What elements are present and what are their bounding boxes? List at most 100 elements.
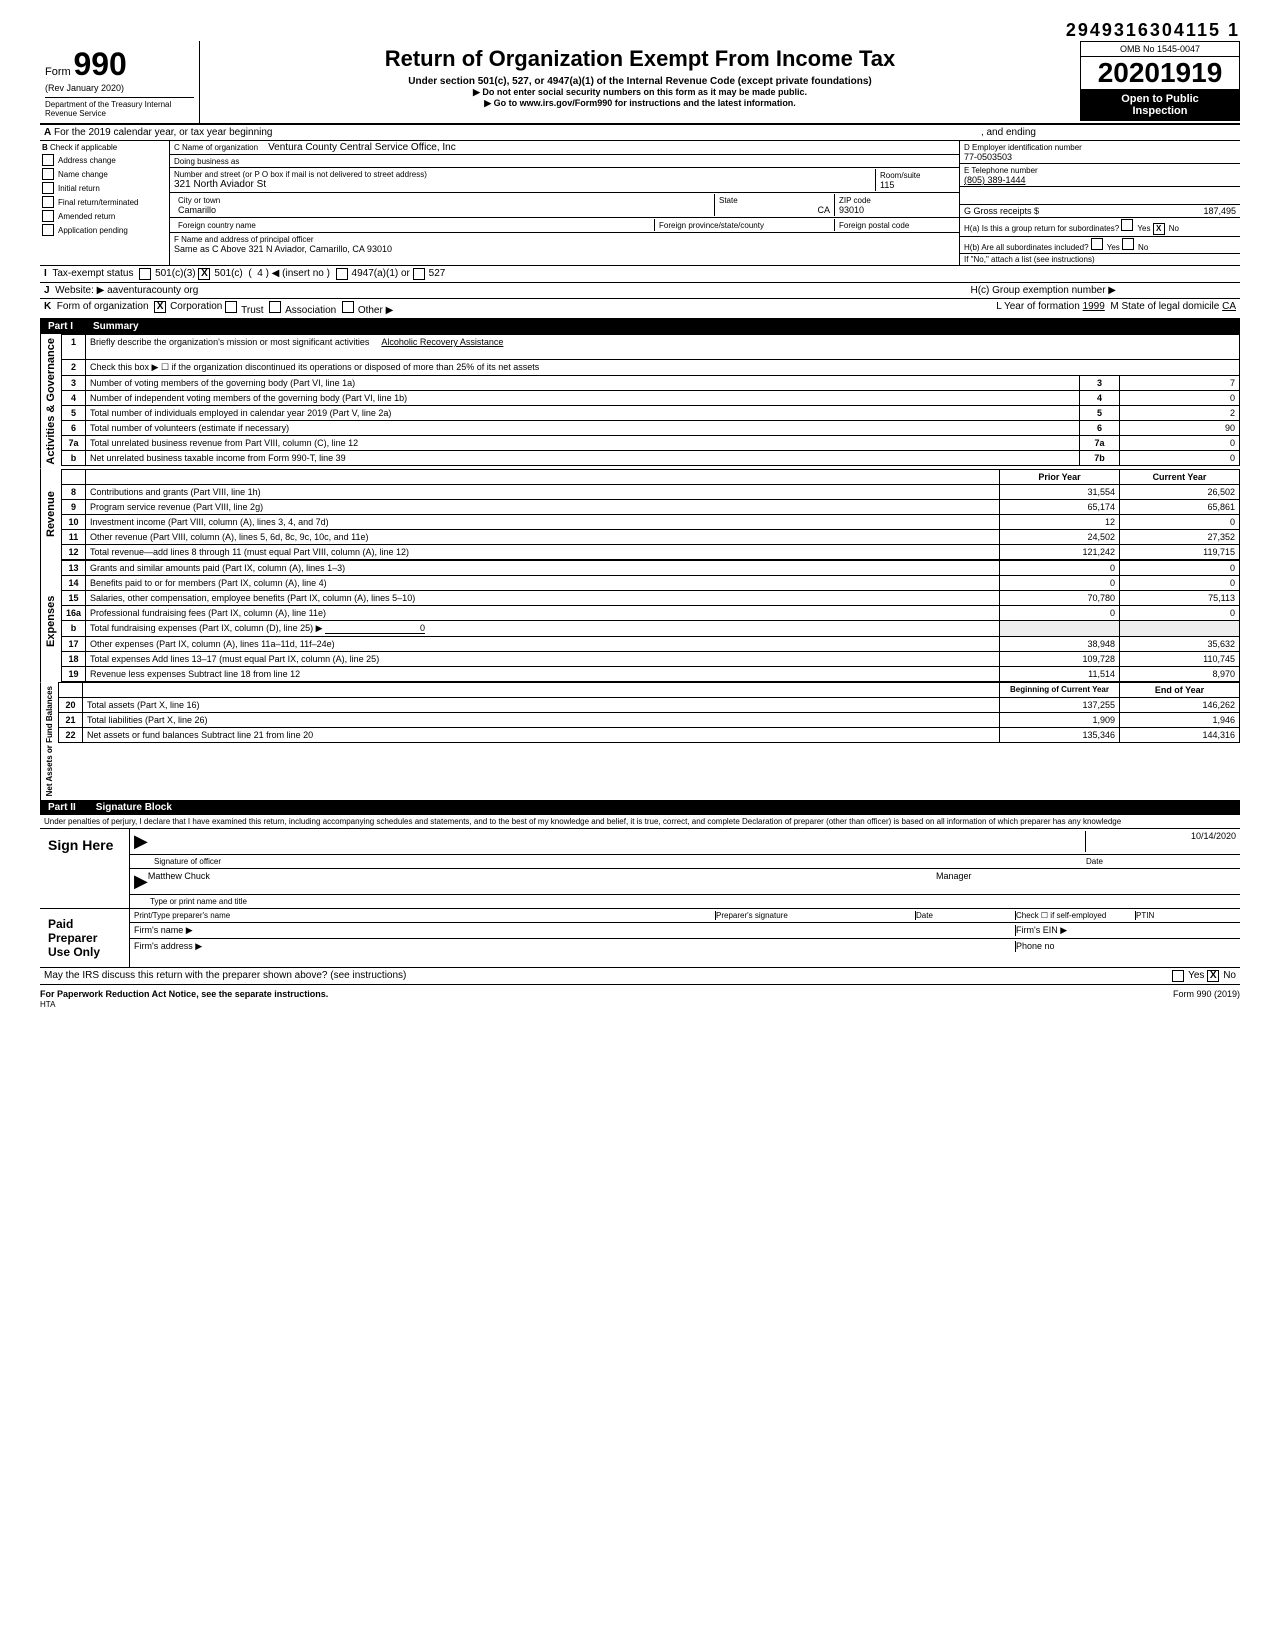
discuss-row: May the IRS discuss this return with the…	[40, 968, 1240, 985]
line-num: 14	[62, 575, 86, 590]
city: Camarillo	[178, 205, 216, 215]
line-num: 20	[59, 697, 83, 712]
h-c: H(c) Group exemption number ▶	[970, 285, 1116, 296]
dln: 2949316304115 1	[40, 20, 1240, 41]
checkbox[interactable]	[42, 154, 54, 166]
checkbox[interactable]	[42, 168, 54, 180]
checkbox[interactable]	[42, 224, 54, 236]
row-j: J Website: ▶ aaventuracounty org H(c) Gr…	[40, 283, 1240, 299]
date-label2: Date	[916, 911, 1016, 920]
checkbox[interactable]	[42, 196, 54, 208]
line-num: 13	[62, 560, 86, 575]
d-val: 77-0503503	[964, 152, 1012, 162]
sub-b: ▶ Go to www.irs.gov/Form990 for instruct…	[210, 98, 1070, 109]
row-a: A For the 2019 calendar year, or tax yea…	[40, 125, 1240, 141]
checkbox-row: Amended return	[42, 210, 167, 222]
current-val: 119,715	[1120, 544, 1240, 559]
current-val: 26,502	[1120, 484, 1240, 499]
part2: Part II	[48, 802, 76, 813]
zip: 93010	[839, 205, 864, 215]
checkbox[interactable]	[42, 210, 54, 222]
b-letter: B	[42, 143, 48, 152]
line-text: Other expenses (Part IX, column (A), lin…	[86, 636, 1000, 651]
current-val: 0	[1120, 560, 1240, 575]
prior-val: 0	[1000, 575, 1120, 590]
checkbox-row: Name change	[42, 168, 167, 180]
prior-val: 0	[1000, 605, 1120, 620]
line-val: 0	[1120, 391, 1240, 406]
line-text: Investment income (Part VIII, column (A)…	[86, 514, 1000, 529]
e-val: (805) 389-1444	[964, 175, 1026, 185]
prior-val: 31,554	[1000, 484, 1120, 499]
line-text: Professional fundraising fees (Part IX, …	[86, 605, 1000, 620]
g-label: G Gross receipts $	[964, 206, 1039, 216]
current-val: 1,946	[1120, 712, 1240, 727]
k-item: Association	[285, 305, 336, 316]
title-box: Return of Organization Exempt From Incom…	[200, 41, 1080, 114]
h-a: H(a) Is this a group return for subordin…	[964, 224, 1119, 233]
state-label: State	[719, 196, 738, 205]
rev: (Rev January 2020)	[45, 83, 194, 93]
hta: HTA	[40, 1000, 55, 1009]
inspection: Open to PublicInspection	[1080, 89, 1240, 121]
line-text: Revenue less expenses Subtract line 18 f…	[86, 666, 1000, 681]
h-b: H(b) Are all subordinates included?	[964, 243, 1089, 252]
checkbox[interactable]	[342, 301, 354, 313]
right-box: OMB No 1545-0047 20201919 Open to Public…	[1080, 41, 1240, 121]
c-name-label: C Name of organization	[174, 143, 258, 152]
line-num: 10	[62, 514, 86, 529]
foreign1: Foreign country name	[178, 221, 256, 230]
line2-n: 2	[62, 360, 86, 376]
vtext-rev: Revenue	[40, 469, 61, 560]
prior-val: 0	[1000, 560, 1120, 575]
checkbox[interactable]	[269, 301, 281, 313]
m-val: CA	[1222, 301, 1236, 316]
row-k: K Form of organization XCorporation Trus…	[40, 299, 1240, 319]
line-num: 5	[62, 406, 86, 421]
line-num: 7a	[62, 436, 86, 451]
line-text: Net unrelated business taxable income fr…	[86, 451, 1080, 466]
line-num: 6	[62, 421, 86, 436]
prep-name: Print/Type preparer's name	[134, 911, 716, 920]
prior-val: 38,948	[1000, 636, 1120, 651]
phone: Phone no	[1016, 941, 1236, 952]
checkbox[interactable]	[42, 182, 54, 194]
current-val: 27,352	[1120, 529, 1240, 544]
l-label: L Year of formation	[996, 301, 1080, 316]
firm-name: Firm's name ▶	[134, 925, 1016, 936]
checkbox-label: Final return/terminated	[58, 198, 138, 207]
prior-val: 137,255	[1000, 697, 1120, 712]
checkbox[interactable]	[225, 301, 237, 313]
k-label: Form of organization	[57, 301, 149, 316]
f-label: F Name and address of principal officer	[174, 235, 313, 244]
city-label: City or town	[178, 196, 220, 205]
line-num: 12	[62, 544, 86, 559]
checkbox-label: Application pending	[58, 226, 128, 235]
line-text: Total assets (Part X, line 16)	[83, 697, 1000, 712]
prior-val: 70,780	[1000, 590, 1120, 605]
section-bcd: B Check if applicable Address changeName…	[40, 141, 1240, 266]
line-code: 7a	[1080, 436, 1120, 451]
state: CA	[719, 205, 830, 215]
line-num: 4	[62, 391, 86, 406]
sig-name: Matthew Chuck	[148, 871, 936, 892]
foreign2: Foreign province/state/county	[659, 221, 764, 230]
k-letter: K	[44, 301, 51, 316]
discuss: May the IRS discuss this return with the…	[44, 970, 406, 982]
current-val: 0	[1120, 514, 1240, 529]
line1-val: Alcoholic Recovery Assistance	[381, 337, 503, 347]
line-code: 7b	[1080, 451, 1120, 466]
vtext-exp: Expenses	[40, 560, 61, 682]
addr: 321 North Aviador St	[174, 179, 266, 190]
summary-governance: Activities & Governance 1Briefly describ…	[40, 334, 1240, 469]
line-num: b	[62, 620, 86, 636]
line-num: 15	[62, 590, 86, 605]
line-num: 19	[62, 666, 86, 681]
row-i: I Tax-exempt status 501(c)(3) X501(c) ( …	[40, 266, 1240, 283]
form-label: Form	[45, 66, 71, 78]
line1-n: 1	[62, 335, 86, 360]
paid-label: Paid Preparer Use Only	[40, 909, 130, 967]
prior-val: 11,514	[1000, 666, 1120, 681]
firm-ein: Firm's EIN ▶	[1016, 925, 1236, 936]
line-num: 18	[62, 651, 86, 666]
